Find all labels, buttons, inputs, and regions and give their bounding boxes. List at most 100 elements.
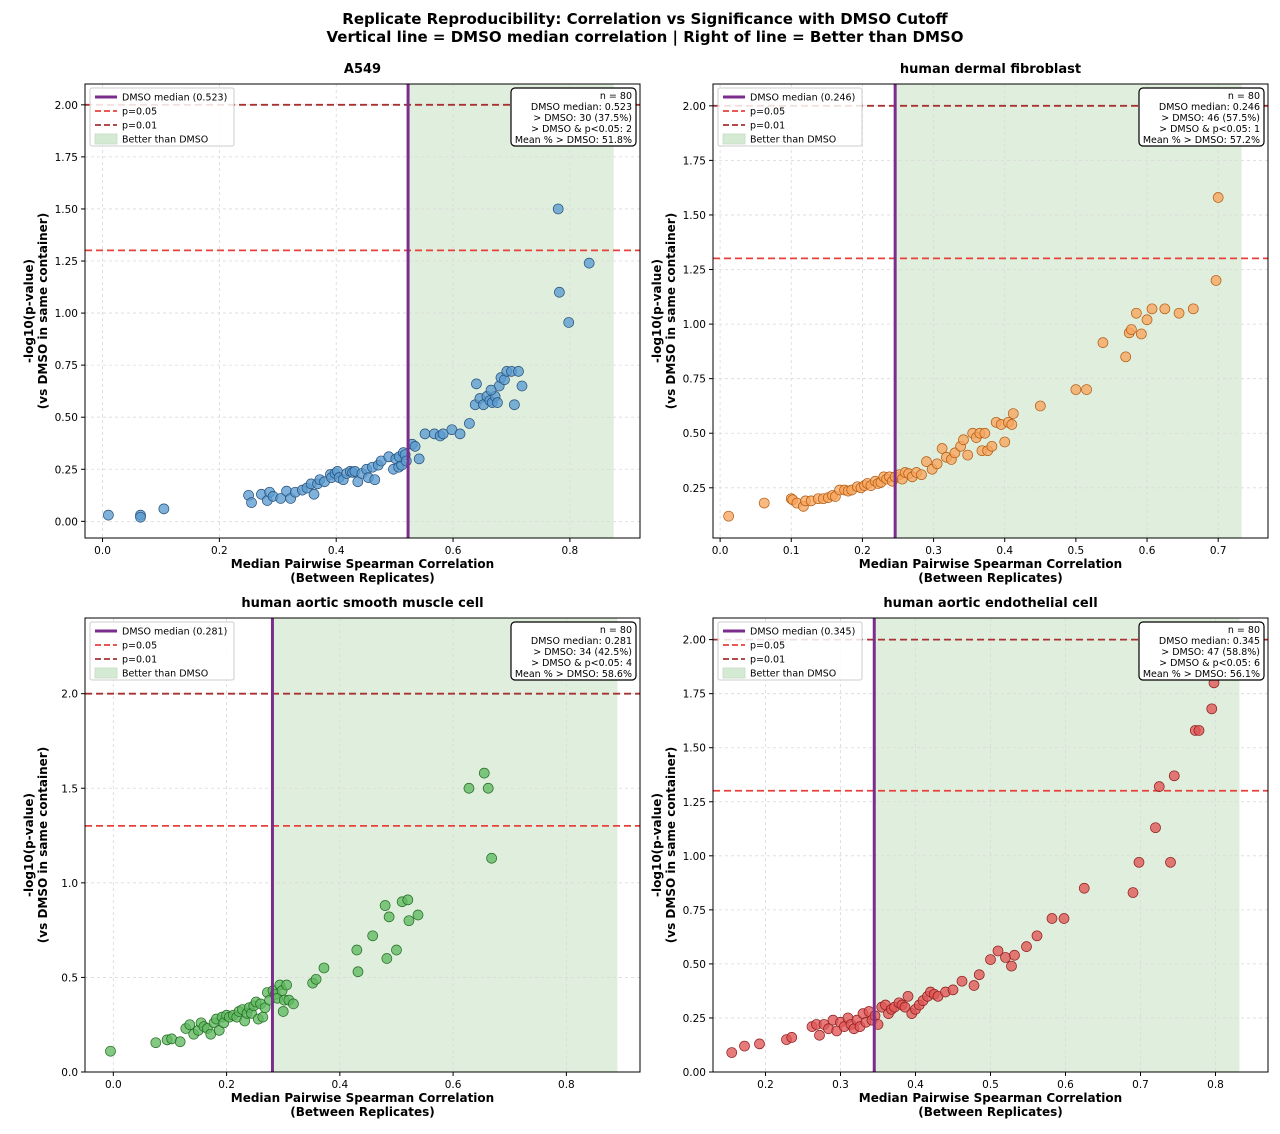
data-point — [552, 203, 564, 215]
y-tick-label: 0.50 — [683, 959, 706, 971]
data-point — [726, 1047, 738, 1058]
data-point — [931, 458, 943, 470]
y-tick-label: 1.50 — [55, 204, 78, 216]
y-tick-label: 0.75 — [683, 374, 706, 386]
data-point — [956, 975, 968, 987]
data-point — [277, 1006, 289, 1017]
data-point — [758, 497, 770, 509]
better-than-dmso-region — [272, 618, 618, 1072]
data-point — [1168, 770, 1180, 782]
data-point — [968, 980, 980, 991]
data-point — [1127, 887, 1139, 898]
data-point — [1141, 314, 1153, 326]
y-tick-label: 0.25 — [55, 464, 78, 476]
data-point — [1006, 419, 1018, 430]
legend-better-swatch — [94, 133, 118, 145]
scatter-points — [103, 203, 595, 523]
data-point — [902, 990, 914, 1002]
data-point — [739, 1040, 750, 1052]
data-point — [916, 469, 927, 481]
data-point — [936, 443, 948, 454]
scatter-points — [105, 767, 497, 1057]
panel-2: 0.0 0.1 0.2 0.3 0.4 0.5 0.6 0.7 0.25 0.50 0.75 1.00… — [650, 62, 1269, 585]
data-point — [1131, 307, 1142, 319]
data-point — [1120, 351, 1132, 363]
stats-line: > DMSO: 46 (57.5%) — [1161, 113, 1260, 124]
y-tick-label: 1.00 — [55, 308, 78, 320]
stats-line: DMSO median: 0.281 — [531, 636, 632, 647]
data-point — [1031, 930, 1043, 942]
data-point — [554, 286, 565, 298]
y-tick-label: 2.00 — [683, 101, 706, 113]
data-point — [1133, 856, 1145, 868]
x-axis-label: Median Pairwise Spearman Correlation — [859, 557, 1122, 571]
stats-line: > DMSO & p<0.05: 6 — [1159, 658, 1260, 669]
data-point — [478, 767, 490, 779]
x-tick-label: 0.0 — [712, 545, 729, 557]
data-point — [402, 894, 414, 906]
data-point — [1135, 328, 1147, 340]
y-tick-label: 1.25 — [683, 265, 706, 277]
data-point — [1210, 275, 1222, 286]
data-point — [1153, 781, 1165, 792]
panel-title: A549 — [344, 62, 381, 77]
y-axis-label: -log10(p-value) — [650, 793, 664, 897]
x-tick-label: 0.8 — [562, 545, 579, 557]
data-point — [369, 474, 381, 486]
data-point — [1165, 856, 1176, 868]
y-tick-label: 0.25 — [683, 483, 706, 495]
y-tick-label: 0.0 — [61, 1067, 78, 1079]
panels: 0.0 0.2 0.4 0.6 0.8 0.00 0.25 0.50 0.75 1.00 1.25 1… — [22, 62, 1269, 1119]
data-point — [412, 909, 424, 921]
legend-p05-label: p=0.05 — [122, 641, 157, 652]
legend-box — [89, 87, 235, 147]
data-point — [1173, 307, 1185, 319]
x-axis-label: Median Pairwise Spearman Correlation — [859, 1091, 1122, 1105]
axes-frame — [712, 83, 1269, 539]
x-axis-label-sub: (Between Replicates) — [918, 1105, 1063, 1119]
y-axis-label: -log10(p-value) — [22, 793, 36, 897]
legend-p01-label: p=0.01 — [750, 121, 785, 132]
stats-line: n = 80 — [600, 91, 632, 102]
stats-line: Mean % > DMSO: 51.8% — [515, 135, 632, 146]
y-tick-label: 1.00 — [683, 851, 706, 863]
data-point — [583, 257, 595, 269]
y-axis-label: -log10(p-value) — [22, 259, 36, 363]
x-tick-label: 0.3 — [832, 1079, 849, 1091]
y-tick-label: 1.75 — [683, 689, 706, 701]
y-axis-label-sub: (vs DMSO in same container) — [664, 213, 678, 409]
y-tick-label: 2.0 — [61, 689, 78, 701]
y-axis-label: -log10(p-value) — [650, 259, 664, 363]
legend-dmso-label: DMSO median (0.523) — [122, 93, 227, 104]
data-point — [413, 453, 425, 465]
x-tick-label: 0.5 — [982, 1079, 999, 1091]
x-tick-label: 0.1 — [783, 545, 800, 557]
x-tick-label: 0.4 — [907, 1079, 924, 1091]
y-tick-label: 0.75 — [683, 905, 706, 917]
y-tick-label: 1.25 — [683, 797, 706, 809]
data-point — [482, 782, 494, 794]
x-tick-label: 0.7 — [1132, 1079, 1149, 1091]
legend-box — [717, 87, 863, 147]
data-point — [947, 984, 959, 996]
x-axis-label-sub: (Between Replicates) — [290, 1105, 435, 1119]
data-point — [1009, 949, 1020, 961]
data-point — [184, 1019, 196, 1031]
data-point — [419, 428, 431, 440]
data-point — [383, 911, 395, 923]
data-point — [103, 509, 114, 521]
figure-title: Replicate Reproducibility: Correlation v… — [342, 10, 948, 28]
x-axis-label-sub: (Between Replicates) — [918, 571, 1063, 585]
data-point — [351, 944, 363, 956]
x-tick-label: 0.0 — [105, 1079, 122, 1091]
stats-line: n = 80 — [1228, 91, 1260, 102]
data-point — [403, 915, 415, 927]
legend: DMSO median (0.345) p=0.05 p=0.01 Better th… — [717, 621, 863, 681]
x-tick-label: 0.2 — [211, 545, 228, 557]
data-point — [1000, 952, 1011, 963]
data-point — [1007, 408, 1019, 419]
data-point — [723, 510, 735, 522]
stats-line: DMSO median: 0.246 — [1159, 102, 1260, 113]
data-point — [246, 497, 257, 508]
